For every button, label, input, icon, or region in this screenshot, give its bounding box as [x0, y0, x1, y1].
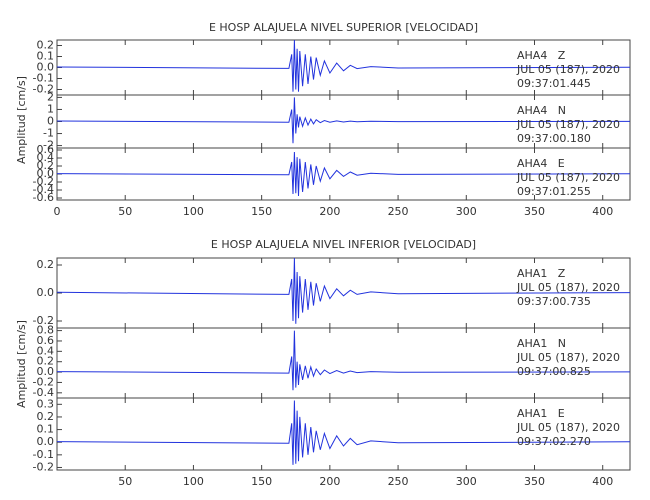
waveform [56, 257, 631, 324]
y-tick-label: -0.2 [33, 314, 54, 327]
trace-date: JUL 05 (187), 2020 [516, 63, 620, 76]
trace-time: 09:37:01.255 [517, 185, 591, 198]
y-tick-label: 0.2 [37, 355, 55, 368]
trace-time: 09:37:02.270 [517, 435, 591, 448]
x-tick-label: 300 [456, 475, 477, 488]
y-tick-label: -0.1 [33, 448, 54, 461]
trace-time: 09:37:01.445 [517, 77, 591, 90]
y-tick-label: -0.2 [33, 375, 54, 388]
x-tick-label: 50 [118, 205, 132, 218]
y-tick-label: -0.6 [33, 191, 54, 204]
y-tick-label: 0 [47, 115, 54, 128]
trace-station: AHA4 Z [517, 49, 566, 62]
waveform [56, 330, 631, 391]
y-tick-label: -0.2 [33, 83, 54, 96]
x-tick-label: 200 [319, 205, 340, 218]
trace-station: AHA4 E [517, 157, 565, 170]
waveform [56, 97, 631, 144]
trace-station: AHA1 N [517, 337, 566, 350]
waveform [56, 151, 631, 197]
x-tick-label: 100 [183, 475, 204, 488]
y-tick-label: -2 [43, 139, 54, 152]
y-tick-label: 0.6 [37, 143, 55, 156]
trace-date: JUL 05 (187), 2020 [516, 421, 620, 434]
y-tick-label: 0.8 [37, 324, 55, 337]
x-tick-label: 250 [388, 205, 409, 218]
trace-date: JUL 05 (187), 2020 [516, 351, 620, 364]
trace-date: JUL 05 (187), 2020 [516, 171, 620, 184]
y-tick-label: 0.0 [37, 61, 55, 74]
y-tick-label: 0.2 [37, 39, 55, 52]
x-tick-label: 300 [456, 205, 477, 218]
trace-date: JUL 05 (187), 2020 [516, 281, 620, 294]
y-tick-label: -0.2 [33, 175, 54, 188]
trace-time: 09:37:00.735 [517, 295, 591, 308]
panel-frame [56, 397, 631, 471]
x-tick-label: 150 [251, 205, 272, 218]
x-tick-label: 350 [524, 475, 545, 488]
y-tick-label: 0.6 [37, 334, 55, 347]
trace-time: 09:37:00.825 [517, 365, 591, 378]
y-tick-label: -1 [43, 127, 54, 140]
x-tick-label: 150 [251, 475, 272, 488]
y-tick-label: -0.2 [33, 460, 54, 473]
y-tick-label: 0.0 [37, 286, 55, 299]
y-tick-label: 0.2 [37, 258, 55, 271]
trace-date: JUL 05 (187), 2020 [516, 118, 620, 131]
y-tick-label: 0.3 [37, 397, 55, 410]
x-tick-label: 100 [183, 205, 204, 218]
y-tick-label: 0.1 [37, 423, 55, 436]
y-tick-label: -0.4 [33, 386, 54, 399]
trace-station: AHA4 N [517, 104, 566, 117]
y-tick-label: 0.0 [37, 365, 55, 378]
y-tick-label: 2 [47, 90, 54, 103]
x-tick-label: 50 [118, 475, 132, 488]
y-tick-label: 0.4 [37, 344, 55, 357]
waveform [56, 400, 631, 465]
chart-title: E HOSP ALAJUELA NIVEL SUPERIOR [VELOCIDA… [209, 21, 478, 34]
y-axis-label: Amplitud [cm/s] [15, 76, 28, 164]
y-tick-label: 1 [47, 102, 54, 115]
x-tick-label: 400 [592, 205, 613, 218]
chart-title: E HOSP ALAJUELA NIVEL INFERIOR [VELOCIDA… [211, 238, 476, 251]
y-tick-label: 0.1 [37, 50, 55, 63]
y-tick-label: 0.2 [37, 410, 55, 423]
y-tick-label: -0.4 [33, 183, 54, 196]
x-tick-label: 200 [319, 475, 340, 488]
y-axis-label: Amplitud [cm/s] [15, 320, 28, 408]
x-tick-label: 0 [54, 205, 61, 218]
x-tick-label: 400 [592, 475, 613, 488]
trace-station: AHA1 Z [517, 267, 566, 280]
trace-station: AHA1 E [517, 407, 565, 420]
trace-time: 09:37:00.180 [517, 132, 591, 145]
waveform [56, 39, 631, 92]
y-tick-label: 0.0 [37, 167, 55, 180]
x-tick-label: 250 [388, 475, 409, 488]
y-tick-label: -0.1 [33, 72, 54, 85]
y-tick-label: 0.2 [37, 159, 55, 172]
x-tick-label: 350 [524, 205, 545, 218]
y-tick-label: 0.0 [37, 435, 55, 448]
y-tick-label: 0.4 [37, 151, 55, 164]
